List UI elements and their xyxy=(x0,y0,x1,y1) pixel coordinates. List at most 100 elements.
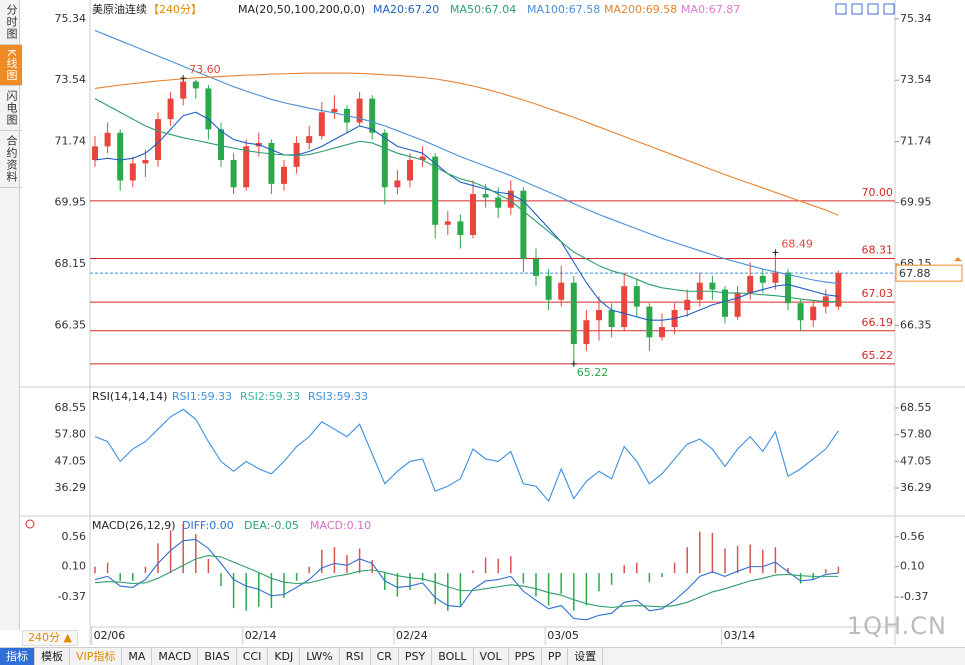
candle-body xyxy=(772,272,779,283)
legend-entry: MA0:67.87 xyxy=(681,3,740,16)
legend-entry: MA50:67.04 xyxy=(450,3,516,16)
level-label: 65.22 xyxy=(862,349,894,362)
candle-body xyxy=(835,273,842,307)
candle-body xyxy=(432,156,439,225)
candle-body xyxy=(205,88,212,130)
rsi-legend: RSI1:59.33 xyxy=(172,390,232,403)
y-tick-label-right: 57.80 xyxy=(900,428,932,441)
candle-body xyxy=(797,303,804,321)
candle-body xyxy=(520,190,527,259)
candle-body xyxy=(608,310,615,328)
y-tick-label-right: 75.34 xyxy=(900,12,932,25)
toolbar-button[interactable]: LW% xyxy=(300,648,340,665)
candle-body xyxy=(356,98,363,123)
toolbar-button[interactable]: PPS xyxy=(509,648,542,665)
candle-body xyxy=(747,275,754,293)
macd-title: MACD(26,12,9) xyxy=(92,519,176,532)
candle-body xyxy=(734,292,741,317)
candle-body xyxy=(318,112,325,137)
y-tick-label: 73.54 xyxy=(55,73,87,86)
legend-entry: MA200:69.58 xyxy=(604,3,677,16)
annotation-label: 65.22 xyxy=(577,366,609,379)
y-tick-label-right: -0.37 xyxy=(900,590,928,603)
settings-icon[interactable] xyxy=(25,519,35,529)
candle-body xyxy=(129,163,136,181)
annotation-label: 68.49 xyxy=(781,237,813,250)
candle-body xyxy=(810,306,817,321)
candle-body xyxy=(281,166,287,184)
toolbar-button[interactable]: 设置 xyxy=(568,648,604,665)
annotation-marker xyxy=(772,249,779,256)
y-tick-label-right: 66.35 xyxy=(900,318,932,331)
candle-body xyxy=(570,282,577,345)
candle-body xyxy=(545,275,552,300)
x-tick-label: 02/24 xyxy=(396,629,428,642)
candle-body xyxy=(709,282,716,290)
y-tick-label-right: 0.10 xyxy=(900,560,925,573)
candle-body xyxy=(230,160,237,188)
candle-body xyxy=(444,221,451,225)
toolbar-button[interactable]: PP xyxy=(542,648,569,665)
toolbar-button[interactable]: VIP指标 xyxy=(70,648,123,665)
candle-body xyxy=(533,258,539,276)
side-tab[interactable]: K线图 xyxy=(0,45,22,87)
candle-body xyxy=(104,132,111,147)
side-tab[interactable]: 分时图 xyxy=(0,0,22,45)
candle-body xyxy=(142,160,149,164)
ma-line xyxy=(94,111,839,321)
toolbar-button[interactable]: VOL xyxy=(474,648,509,665)
toolbar-button[interactable]: BIAS xyxy=(198,648,237,665)
macd-legend: DEA:-0.05 xyxy=(244,519,299,532)
toolbar-button[interactable]: 模板 xyxy=(35,648,70,665)
level-label: 67.03 xyxy=(862,287,894,300)
candle-body xyxy=(722,289,728,317)
candle-body xyxy=(369,98,376,133)
annotation-marker xyxy=(180,75,187,82)
sidebar: 分时图 K线图 闪电图 合约资料 xyxy=(0,0,22,630)
toolbar-button[interactable]: KDJ xyxy=(268,648,301,665)
toolbar-button[interactable]: RSI xyxy=(340,648,371,665)
rsi-line xyxy=(94,408,839,503)
candle-body xyxy=(331,108,338,113)
ma-line xyxy=(94,98,839,303)
candle-body xyxy=(785,272,791,304)
toolbar-button[interactable]: CR xyxy=(371,648,399,665)
candle-body xyxy=(306,136,313,143)
period-selector[interactable]: 240分 ▲ xyxy=(22,630,78,646)
toolbar-button[interactable]: 指标 xyxy=(0,648,35,665)
period-label: 【240分】 xyxy=(148,3,202,16)
macd-line xyxy=(94,538,839,621)
y-tick-label: 68.15 xyxy=(55,257,87,270)
macd-legend: DIFF:0.00 xyxy=(182,519,234,532)
y-tick-label-right: 73.54 xyxy=(900,73,932,86)
y-tick-label-right: 68.55 xyxy=(900,401,932,414)
y-tick-label-right: 69.95 xyxy=(900,196,932,209)
toolbar-button[interactable]: CCI xyxy=(237,648,269,665)
toolbar-button[interactable]: PSY xyxy=(399,648,433,665)
toolbar-button[interactable]: MA xyxy=(122,648,153,665)
candle-body xyxy=(155,119,161,160)
y-tick-label: 75.34 xyxy=(55,12,87,25)
x-tick-label: 02/06 xyxy=(94,629,126,642)
last-price-arrow xyxy=(954,257,962,262)
y-tick-label: 0.10 xyxy=(62,560,87,573)
rsi-legend: RSI2:59.33 xyxy=(240,390,300,403)
level-label: 66.19 xyxy=(862,316,894,329)
side-tab[interactable]: 闪电图 xyxy=(0,86,22,132)
y-tick-label: 68.55 xyxy=(55,401,87,414)
toolbar-button[interactable]: MACD xyxy=(152,648,199,665)
ma-title: MA(20,50,100,200,0,0) xyxy=(238,3,365,16)
candle-body xyxy=(394,180,401,188)
side-tab[interactable]: 合约资料 xyxy=(0,131,22,189)
candle-body xyxy=(684,299,691,310)
candle-body xyxy=(633,286,640,307)
macd-line xyxy=(94,555,839,609)
y-tick-label: 57.80 xyxy=(55,428,87,441)
candle-body xyxy=(495,197,502,208)
rsi-title: RSI(14,14,14) xyxy=(92,390,167,403)
candle-body xyxy=(621,286,628,328)
toolbar-button[interactable]: BOLL xyxy=(432,648,474,665)
x-tick-label: 03/05 xyxy=(547,629,579,642)
watermark: 1QH.CN xyxy=(846,612,947,640)
